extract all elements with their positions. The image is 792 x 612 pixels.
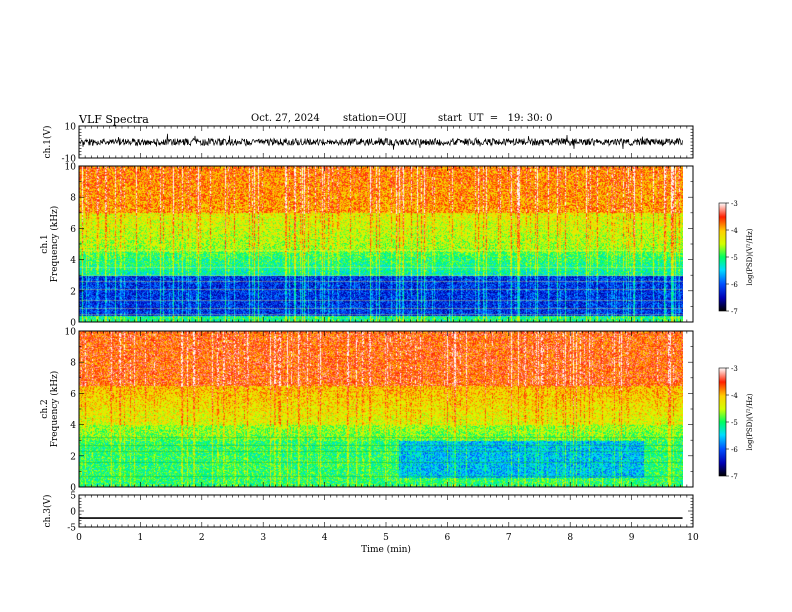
colorbar-1 xyxy=(718,202,727,312)
x-tick-label: 5 xyxy=(383,533,389,543)
colorbar-tick-label: -6 xyxy=(731,446,738,454)
y-tick-label: 6 xyxy=(70,225,76,235)
ch1-voltage-axis-label: ch.1(V) xyxy=(42,126,53,159)
time-axis-label: Time (min) xyxy=(361,544,411,555)
y-tick-label: 10 xyxy=(65,163,77,173)
y-tick-label: -10 xyxy=(62,155,77,165)
ch1-frequency-axis-label: Frequency (kHz) xyxy=(49,206,60,283)
ch2-axis-label-channel: ch.2 xyxy=(40,399,50,418)
x-tick-label: 8 xyxy=(567,533,573,543)
x-tick-label: 1 xyxy=(138,533,144,543)
x-tick-label: 9 xyxy=(629,533,635,543)
colorbar-tick-label: -6 xyxy=(731,281,738,289)
y-tick-label: 4 xyxy=(70,256,76,266)
ch1-spectrogram xyxy=(79,166,683,322)
y-tick-label: 10 xyxy=(65,123,77,133)
y-tick-label: 0 xyxy=(70,319,76,329)
colorbar-tick-label: -3 xyxy=(731,200,738,208)
ch2-spectrogram xyxy=(79,331,683,487)
x-tick-label: 0 xyxy=(76,533,82,543)
colorbar-tick-label: -4 xyxy=(731,227,738,235)
colorbar-tick-label: -7 xyxy=(731,473,738,481)
y-tick-label: 8 xyxy=(70,194,76,204)
x-tick-label: 6 xyxy=(445,533,451,543)
x-tick-label: 7 xyxy=(506,533,512,543)
ch1-axis-label-channel: ch.1 xyxy=(40,234,50,253)
y-tick-label: 2 xyxy=(70,287,76,297)
colorbar-tick-label: -3 xyxy=(731,365,738,373)
y-tick-label: 0 xyxy=(70,508,76,518)
y-tick-label: 8 xyxy=(70,359,76,369)
y-tick-label: 6 xyxy=(70,390,76,400)
x-tick-label: 2 xyxy=(199,533,205,543)
x-tick-label: 10 xyxy=(687,533,699,543)
chart-title: VLF Spectra xyxy=(79,113,149,126)
y-tick-label: 5 xyxy=(70,492,76,502)
ch1-waveform-trace xyxy=(78,133,683,150)
colorbar-tick-label: -5 xyxy=(731,419,738,427)
ch2-frequency-axis-label: Frequency (kHz) xyxy=(49,371,60,448)
date-label: Oct. 27, 2024 xyxy=(251,113,320,124)
x-tick-label: 4 xyxy=(322,533,328,543)
start-time-label: start UT = 19: 30: 0 xyxy=(438,113,553,124)
colorbar-tick-label: -5 xyxy=(731,254,738,262)
y-tick-label: 10 xyxy=(65,328,77,338)
y-tick-label: 2 xyxy=(70,452,76,462)
colorbar-2 xyxy=(718,367,727,477)
y-tick-label: 4 xyxy=(70,421,76,431)
colorbar-tick-label: -7 xyxy=(731,308,738,316)
station-label: station=OUJ xyxy=(343,113,407,124)
colorbar-label: log(PSD)(V²/Hz) xyxy=(746,228,754,285)
ch3-voltage-axis-label: ch.3(V) xyxy=(42,495,53,528)
colorbar-tick-label: -4 xyxy=(731,392,738,400)
colorbar-label: log(PSD)(V²/Hz) xyxy=(746,393,754,450)
y-tick-label: 0 xyxy=(70,484,76,494)
y-tick-label: -5 xyxy=(67,524,76,534)
x-tick-label: 3 xyxy=(260,533,266,543)
